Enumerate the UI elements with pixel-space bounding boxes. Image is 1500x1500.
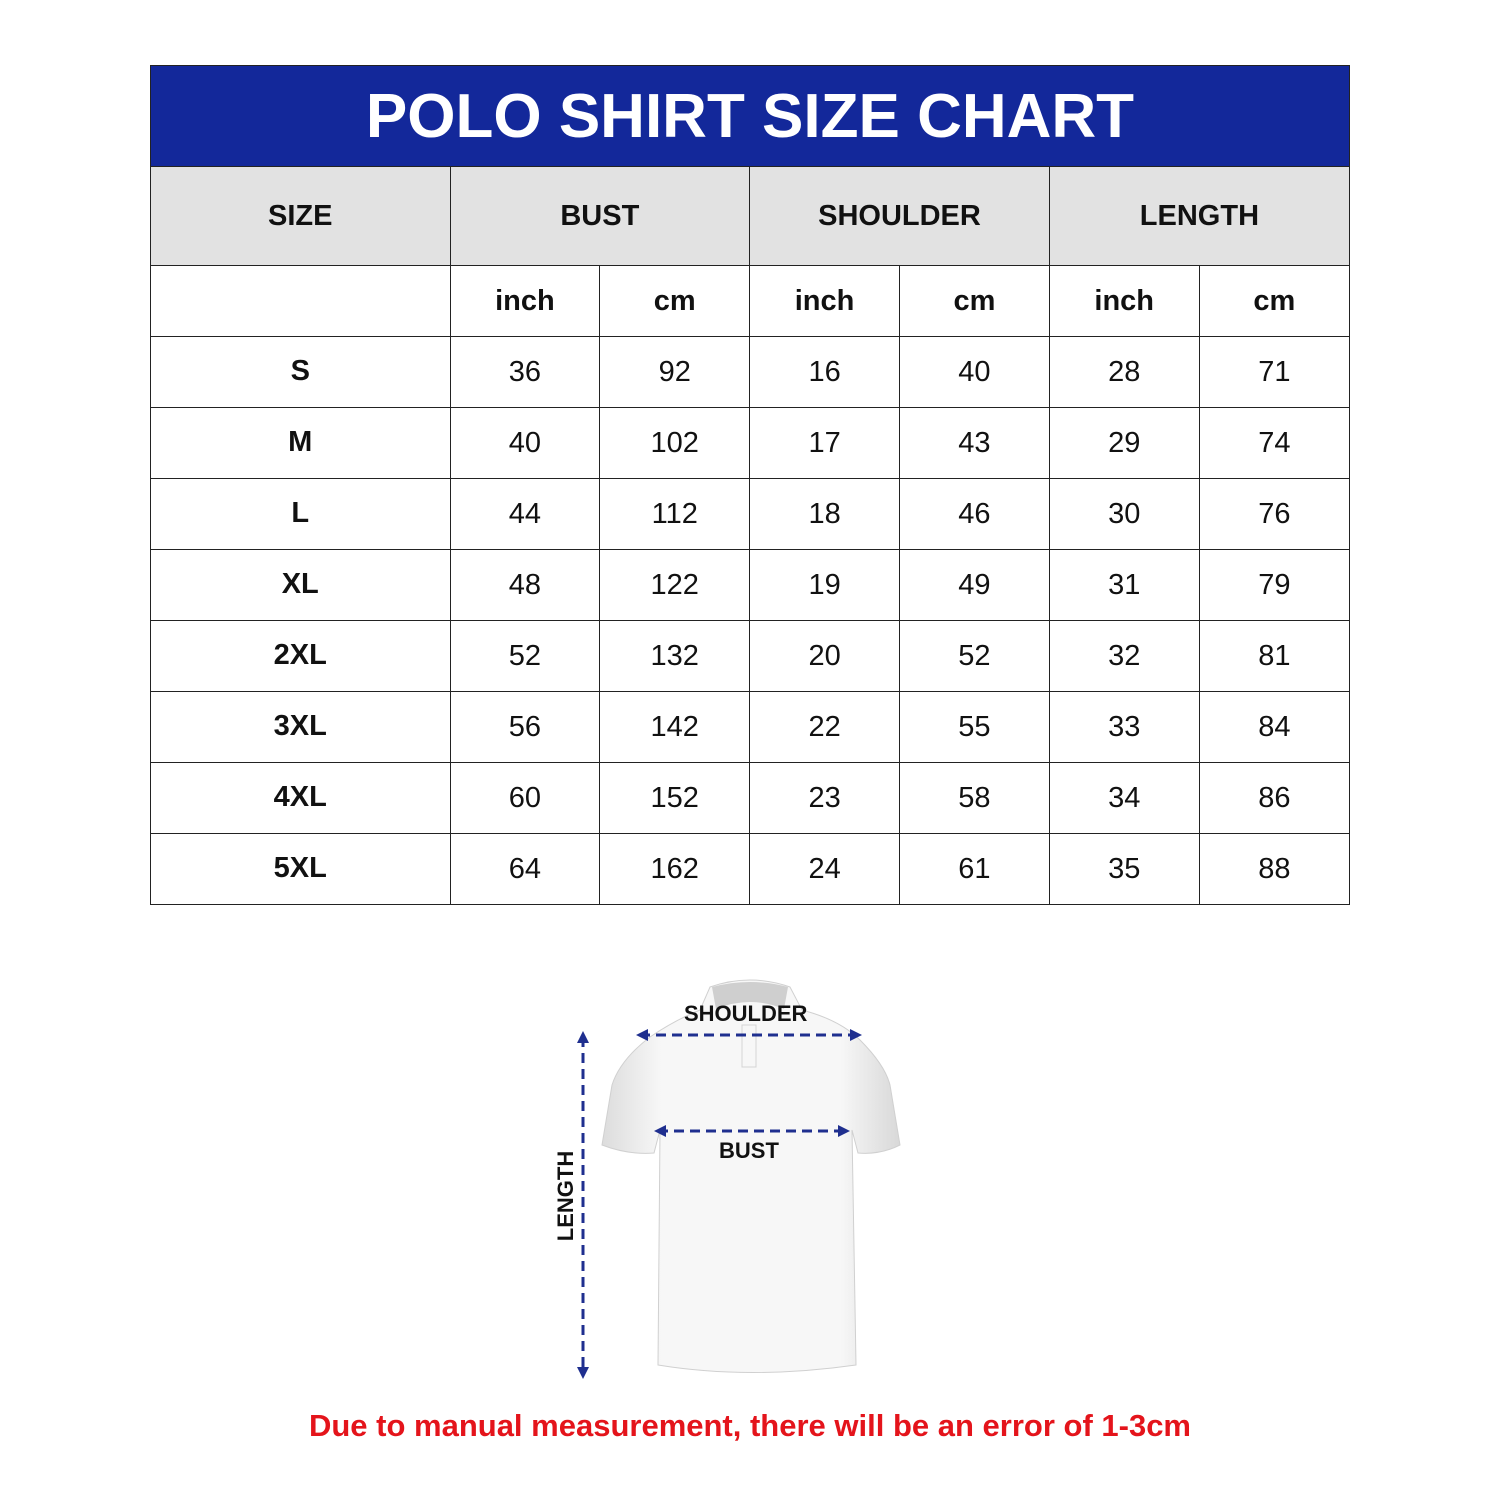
size-cell: S <box>151 336 451 408</box>
size-cell: XL <box>151 549 451 621</box>
value-cell: 92 <box>599 336 751 408</box>
value-cell: 31 <box>1048 549 1200 621</box>
unit-label: inch <box>449 265 601 337</box>
chart-title: POLO SHIRT SIZE CHART <box>151 66 1349 167</box>
value-cell: 55 <box>898 691 1050 763</box>
table-row: 2XL 52 132 20 52 32 81 <box>151 620 1349 692</box>
polo-shirt-illustration <box>577 979 901 1379</box>
size-cell: 3XL <box>151 691 451 763</box>
arrow-left-icon <box>636 1029 648 1041</box>
value-cell: 16 <box>749 336 900 408</box>
value-cell: 152 <box>599 762 751 834</box>
shirt-diagram: SHOULDER BUST LENGTH <box>540 965 940 1395</box>
value-cell: 24 <box>749 833 900 904</box>
arrow-right-icon <box>850 1029 862 1041</box>
unit-label: cm <box>1198 265 1349 337</box>
header-bust: BUST <box>449 167 751 266</box>
value-cell: 20 <box>749 620 900 692</box>
value-cell: 60 <box>449 762 601 834</box>
shirt-body <box>601 979 901 1373</box>
value-cell: 29 <box>1048 407 1200 479</box>
header-row: SIZE BUST SHOULDER LENGTH <box>151 167 1349 266</box>
value-cell: 52 <box>449 620 601 692</box>
value-cell: 33 <box>1048 691 1200 763</box>
value-cell: 84 <box>1198 691 1349 763</box>
unit-label: inch <box>749 265 900 337</box>
value-cell: 35 <box>1048 833 1200 904</box>
value-cell: 43 <box>898 407 1050 479</box>
value-cell: 142 <box>599 691 751 763</box>
value-cell: 49 <box>898 549 1050 621</box>
value-cell: 58 <box>898 762 1050 834</box>
value-cell: 18 <box>749 478 900 550</box>
length-label: LENGTH <box>553 1150 578 1242</box>
value-cell: 46 <box>898 478 1050 550</box>
value-cell: 81 <box>1198 620 1349 692</box>
table-row: M 40 102 17 43 29 74 <box>151 407 1349 479</box>
value-cell: 52 <box>898 620 1050 692</box>
shoulder-label: SHOULDER <box>684 1001 808 1026</box>
header-size: SIZE <box>151 167 451 266</box>
table-row: 3XL 56 142 22 55 33 84 <box>151 691 1349 763</box>
arrow-right-icon <box>838 1125 850 1137</box>
value-cell: 88 <box>1198 833 1349 904</box>
value-cell: 102 <box>599 407 751 479</box>
value-cell: 40 <box>898 336 1050 408</box>
bust-label: BUST <box>719 1138 779 1163</box>
value-cell: 36 <box>449 336 601 408</box>
shirt-collar <box>712 982 788 1009</box>
table-row: 5XL 64 162 24 61 35 88 <box>151 833 1349 904</box>
value-cell: 19 <box>749 549 900 621</box>
unit-label: cm <box>599 265 751 337</box>
arrow-up-icon <box>577 1031 589 1043</box>
arrow-left-icon <box>654 1125 666 1137</box>
value-cell: 30 <box>1048 478 1200 550</box>
value-cell: 112 <box>599 478 751 550</box>
value-cell: 23 <box>749 762 900 834</box>
value-cell: 40 <box>449 407 601 479</box>
value-cell: 56 <box>449 691 601 763</box>
value-cell: 44 <box>449 478 601 550</box>
value-cell: 162 <box>599 833 751 904</box>
value-cell: 132 <box>599 620 751 692</box>
value-cell: 34 <box>1048 762 1200 834</box>
size-table: SIZE BUST SHOULDER LENGTH inch cm inch c… <box>151 167 1349 904</box>
value-cell: 48 <box>449 549 601 621</box>
header-length: LENGTH <box>1048 167 1349 266</box>
value-cell: 71 <box>1198 336 1349 408</box>
value-cell: 76 <box>1198 478 1349 550</box>
table-row: L 44 112 18 46 30 76 <box>151 478 1349 550</box>
size-cell: 2XL <box>151 620 451 692</box>
measurement-note: Due to manual measurement, there will be… <box>308 1408 1192 1443</box>
value-cell: 32 <box>1048 620 1200 692</box>
value-cell: 22 <box>749 691 900 763</box>
table-row: 4XL 60 152 23 58 34 86 <box>151 762 1349 834</box>
value-cell: 64 <box>449 833 601 904</box>
value-cell: 28 <box>1048 336 1200 408</box>
value-cell: 17 <box>749 407 900 479</box>
size-cell: L <box>151 478 451 550</box>
value-cell: 79 <box>1198 549 1349 621</box>
header-shoulder: SHOULDER <box>749 167 1050 266</box>
size-cell: 5XL <box>151 833 451 904</box>
value-cell: 74 <box>1198 407 1349 479</box>
table-row: S 36 92 16 40 28 71 <box>151 336 1349 408</box>
size-cell: 4XL <box>151 762 451 834</box>
placket <box>741 1024 757 1068</box>
unit-label: inch <box>1048 265 1200 337</box>
table-row: XL 48 122 19 49 31 79 <box>151 549 1349 621</box>
size-cell: M <box>151 407 451 479</box>
units-row: inch cm inch cm inch cm <box>151 265 1349 337</box>
size-chart: POLO SHIRT SIZE CHART SIZE BUST SHOULDER… <box>150 65 1350 905</box>
arrow-down-icon <box>577 1367 589 1379</box>
value-cell: 86 <box>1198 762 1349 834</box>
unit-label: cm <box>898 265 1050 337</box>
value-cell: 61 <box>898 833 1050 904</box>
units-empty <box>151 265 451 337</box>
value-cell: 122 <box>599 549 751 621</box>
